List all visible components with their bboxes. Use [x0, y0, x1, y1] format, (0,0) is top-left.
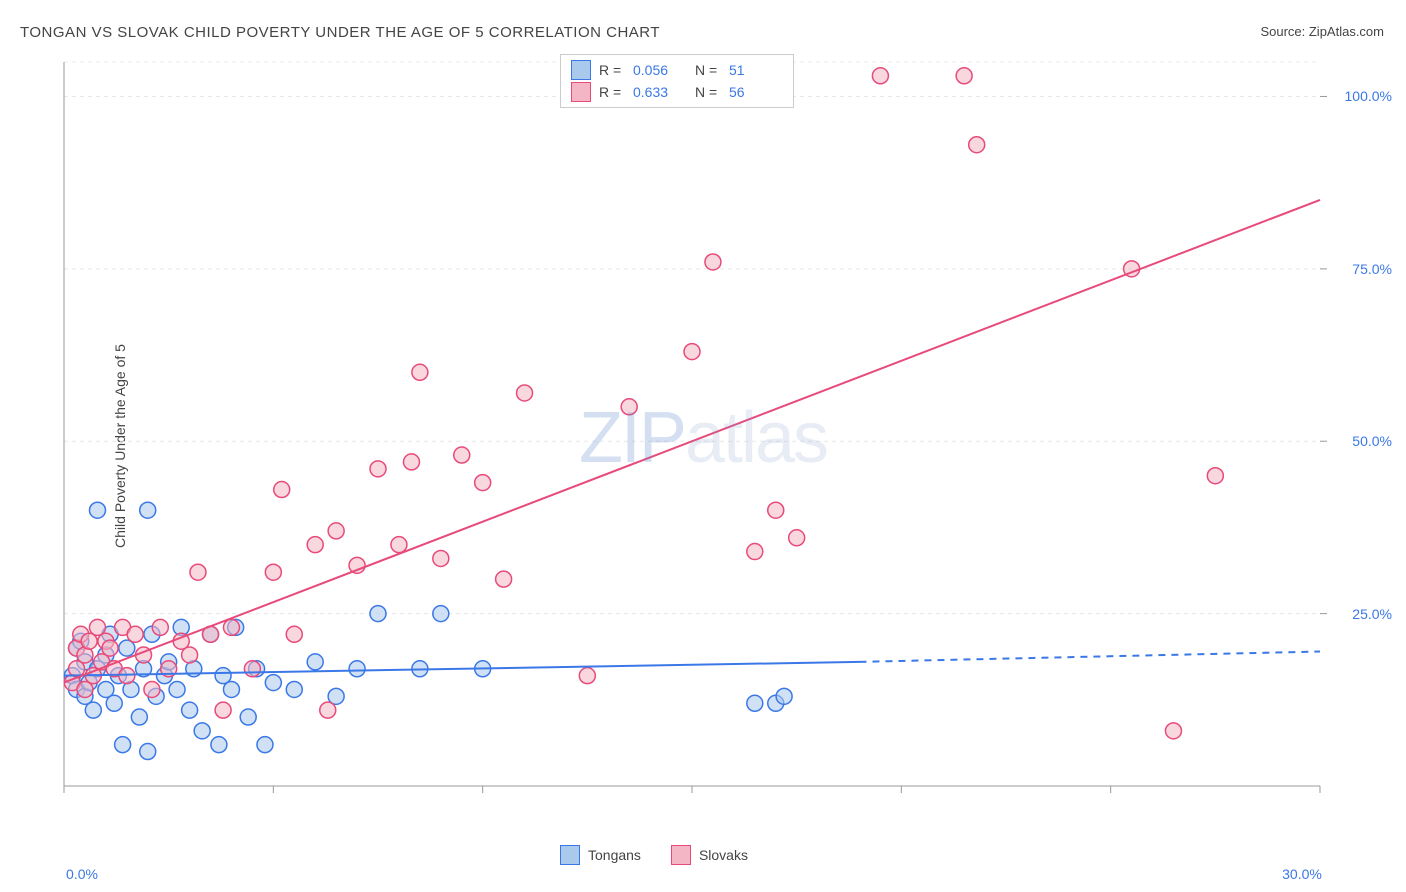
data-point [190, 564, 206, 580]
data-point [131, 709, 147, 725]
data-point [621, 399, 637, 415]
data-point [169, 681, 185, 697]
data-point [776, 688, 792, 704]
data-point [240, 709, 256, 725]
data-point [496, 571, 512, 587]
data-point [475, 475, 491, 491]
legend-swatch [560, 845, 580, 865]
data-point [433, 550, 449, 566]
data-point [320, 702, 336, 718]
source-link[interactable]: ZipAtlas.com [1309, 24, 1384, 39]
y-tick-label: 50.0% [1352, 433, 1392, 449]
legend-series-label: Tongans [588, 847, 641, 863]
data-point [307, 654, 323, 670]
data-point [872, 68, 888, 84]
legend-stat-label: N = [695, 62, 721, 78]
data-point [454, 447, 470, 463]
legend-stat-row: R = 0.633 N = 56 [571, 81, 783, 103]
data-point [257, 737, 273, 753]
legend-stat-label: R = [599, 84, 625, 100]
scatter-plot [60, 56, 1380, 826]
legend-stat-value: 0.633 [633, 84, 687, 100]
data-point [223, 619, 239, 635]
legend-series-label: Slovaks [699, 847, 748, 863]
data-point [274, 482, 290, 498]
legend-series-item: Slovaks [671, 845, 748, 865]
y-tick-label: 25.0% [1352, 606, 1392, 622]
data-point [370, 606, 386, 622]
data-point [127, 626, 143, 642]
data-point [194, 723, 210, 739]
y-tick-label: 100.0% [1345, 88, 1392, 104]
data-point [684, 344, 700, 360]
data-point [768, 502, 784, 518]
legend-series: Tongans Slovaks [560, 845, 748, 865]
data-point [433, 606, 449, 622]
data-point [265, 564, 281, 580]
x-tick-label: 0.0% [66, 866, 98, 882]
legend-swatch [671, 845, 691, 865]
legend-stat-value: 0.056 [633, 62, 687, 78]
legend-swatch [571, 82, 591, 102]
data-point [747, 544, 763, 560]
y-tick-label: 75.0% [1352, 261, 1392, 277]
data-point [89, 502, 105, 518]
data-point [140, 502, 156, 518]
data-point [705, 254, 721, 270]
data-point [286, 626, 302, 642]
source-credit: Source: ZipAtlas.com [1260, 24, 1384, 39]
data-point [102, 640, 118, 656]
data-point [286, 681, 302, 697]
data-point [244, 661, 260, 677]
data-point [152, 619, 168, 635]
legend-stat-row: R = 0.056 N = 51 [571, 59, 783, 81]
data-point [182, 702, 198, 718]
data-point [579, 668, 595, 684]
legend-stat-label: N = [695, 84, 721, 100]
data-point [956, 68, 972, 84]
data-point [789, 530, 805, 546]
data-point [412, 364, 428, 380]
data-point [370, 461, 386, 477]
legend-stat-value: 51 [729, 62, 783, 78]
source-prefix: Source: [1260, 24, 1308, 39]
data-point [115, 737, 131, 753]
data-point [211, 737, 227, 753]
data-point [223, 681, 239, 697]
regression-line-extrapolated [859, 652, 1320, 662]
legend-stat-label: R = [599, 62, 625, 78]
chart-title: TONGAN VS SLOVAK CHILD POVERTY UNDER THE… [20, 24, 660, 41]
legend-stats: R = 0.056 N = 51 R = 0.633 N = 56 [560, 54, 794, 108]
data-point [140, 744, 156, 760]
data-point [106, 695, 122, 711]
data-point [144, 681, 160, 697]
data-point [403, 454, 419, 470]
data-point [215, 702, 231, 718]
data-point [1207, 468, 1223, 484]
data-point [349, 661, 365, 677]
data-point [1165, 723, 1181, 739]
legend-swatch [571, 60, 591, 80]
data-point [969, 137, 985, 153]
legend-stat-value: 56 [729, 84, 783, 100]
data-point [328, 523, 344, 539]
legend-series-item: Tongans [560, 845, 641, 865]
data-point [517, 385, 533, 401]
data-point [307, 537, 323, 553]
data-point [85, 702, 101, 718]
data-point [182, 647, 198, 663]
x-tick-label: 30.0% [1282, 866, 1322, 882]
data-point [391, 537, 407, 553]
regression-line [64, 662, 859, 676]
data-point [747, 695, 763, 711]
data-point [265, 675, 281, 691]
